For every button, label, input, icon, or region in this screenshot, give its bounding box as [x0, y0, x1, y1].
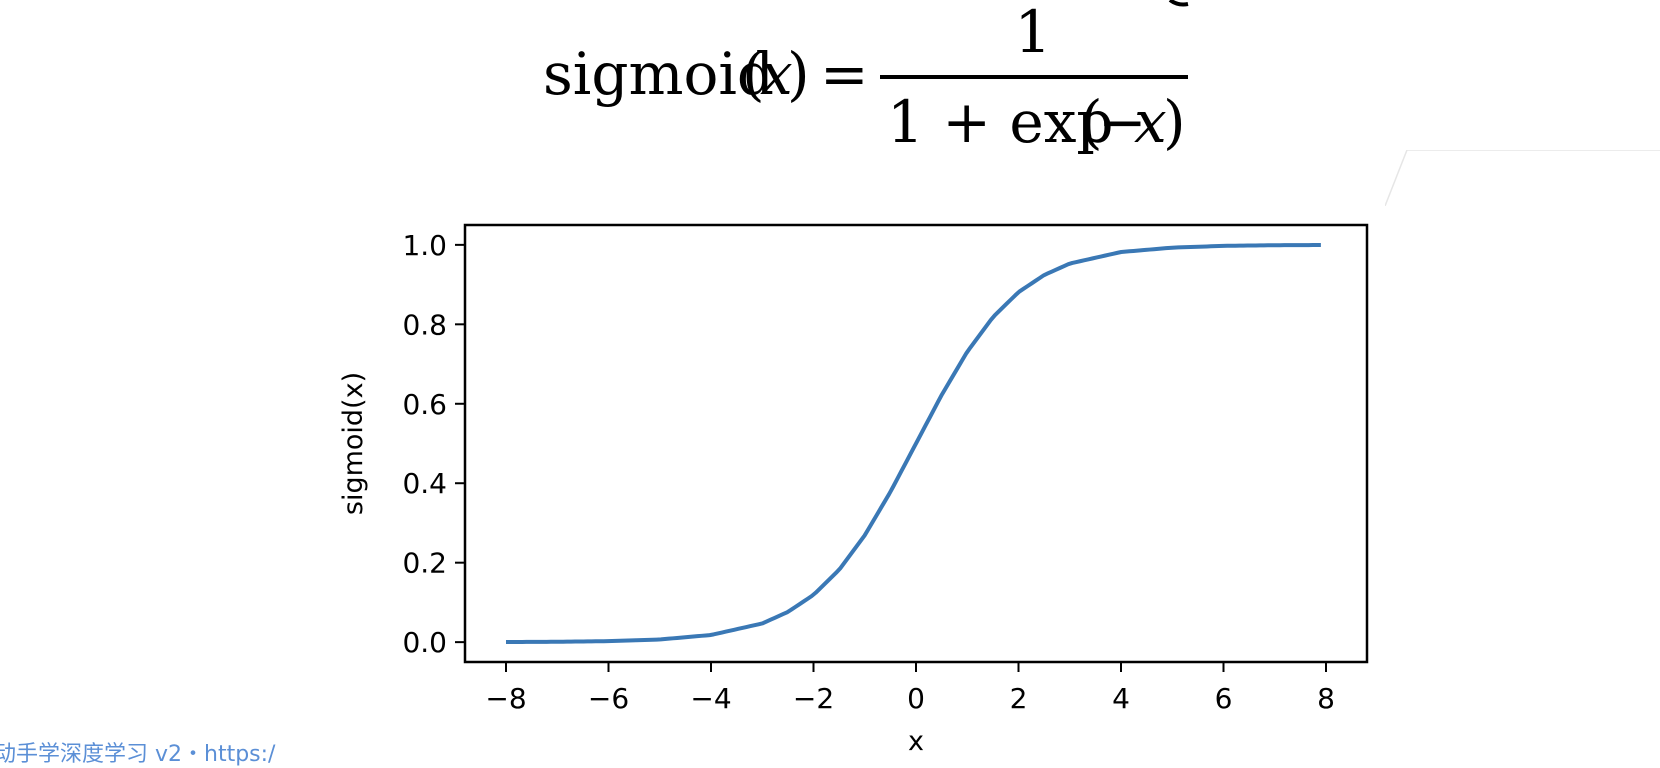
y-tick-label: 0.4: [402, 467, 447, 500]
x-tick-label: −6: [588, 682, 629, 715]
formula-denominator-base: 1 + exp: [887, 88, 1114, 156]
formula-den-var-x: x: [1134, 88, 1167, 156]
x-axis-label: x: [908, 726, 924, 757]
formula-fraction-bar: [880, 75, 1188, 79]
sigmoid-chart: 0.0 0.2 0.4 0.6 0.8 1.0 −8 −6 −4 −2 0 2 4 6 8 x sigmo…: [0, 160, 1660, 764]
y-tick-label: 0.6: [402, 388, 447, 421]
formula-var-x: x: [760, 40, 793, 108]
plot-layer: [505, 243, 1321, 645]
decorative-corner-line: [1385, 150, 1660, 206]
y-tick-label: 0.8: [402, 308, 447, 341]
formula-den-close-paren: ): [1163, 88, 1186, 156]
x-tick-label: 8: [1317, 682, 1335, 715]
sigmoid-formula: sigmoid ( x ) = 1 1 + exp ( − x ): [0, 0, 1660, 160]
y-tick-label: 0.0: [402, 626, 447, 659]
x-tick-label: 4: [1112, 682, 1130, 715]
x-axis-ticks: −8 −6 −4 −2 0 2 4 6 8: [485, 662, 1335, 715]
formula-close-paren: ): [787, 40, 810, 108]
y-axis-label: sigmoid(x): [338, 372, 369, 515]
y-tick-label: 0.2: [402, 547, 447, 580]
formula-den-minus: −: [1098, 88, 1147, 156]
y-axis-ticks: 0.0 0.2 0.4 0.6 0.8 1.0: [402, 229, 465, 659]
x-tick-label: 2: [1010, 682, 1028, 715]
formula-equals: =: [820, 40, 869, 108]
series-line-0: [505, 243, 1321, 645]
formula-svg: sigmoid ( x ) = 1 1 + exp ( − x ): [543, 0, 1189, 156]
formula-cutoff-glyph: [1168, 0, 1189, 7]
formula-numerator: 1: [1015, 0, 1052, 66]
x-tick-label: −2: [793, 682, 834, 715]
formula-func-name: sigmoid: [543, 40, 774, 108]
plot-area-frame: [463, 223, 1369, 664]
formula-open-paren: (: [742, 40, 765, 108]
x-tick-label: 0: [907, 682, 925, 715]
x-tick-label: 6: [1215, 682, 1233, 715]
x-tick-label: −4: [690, 682, 731, 715]
chart-svg: 0.0 0.2 0.4 0.6 0.8 1.0 −8 −6 −4 −2 0 2 4 6 8 x sigmo…: [338, 223, 1369, 757]
formula-den-open-paren: (: [1080, 88, 1103, 156]
x-tick-label: −8: [485, 682, 526, 715]
y-tick-label: 1.0: [402, 229, 447, 262]
watermark-text: 动手学深度学习 v2・https:/: [0, 742, 276, 767]
